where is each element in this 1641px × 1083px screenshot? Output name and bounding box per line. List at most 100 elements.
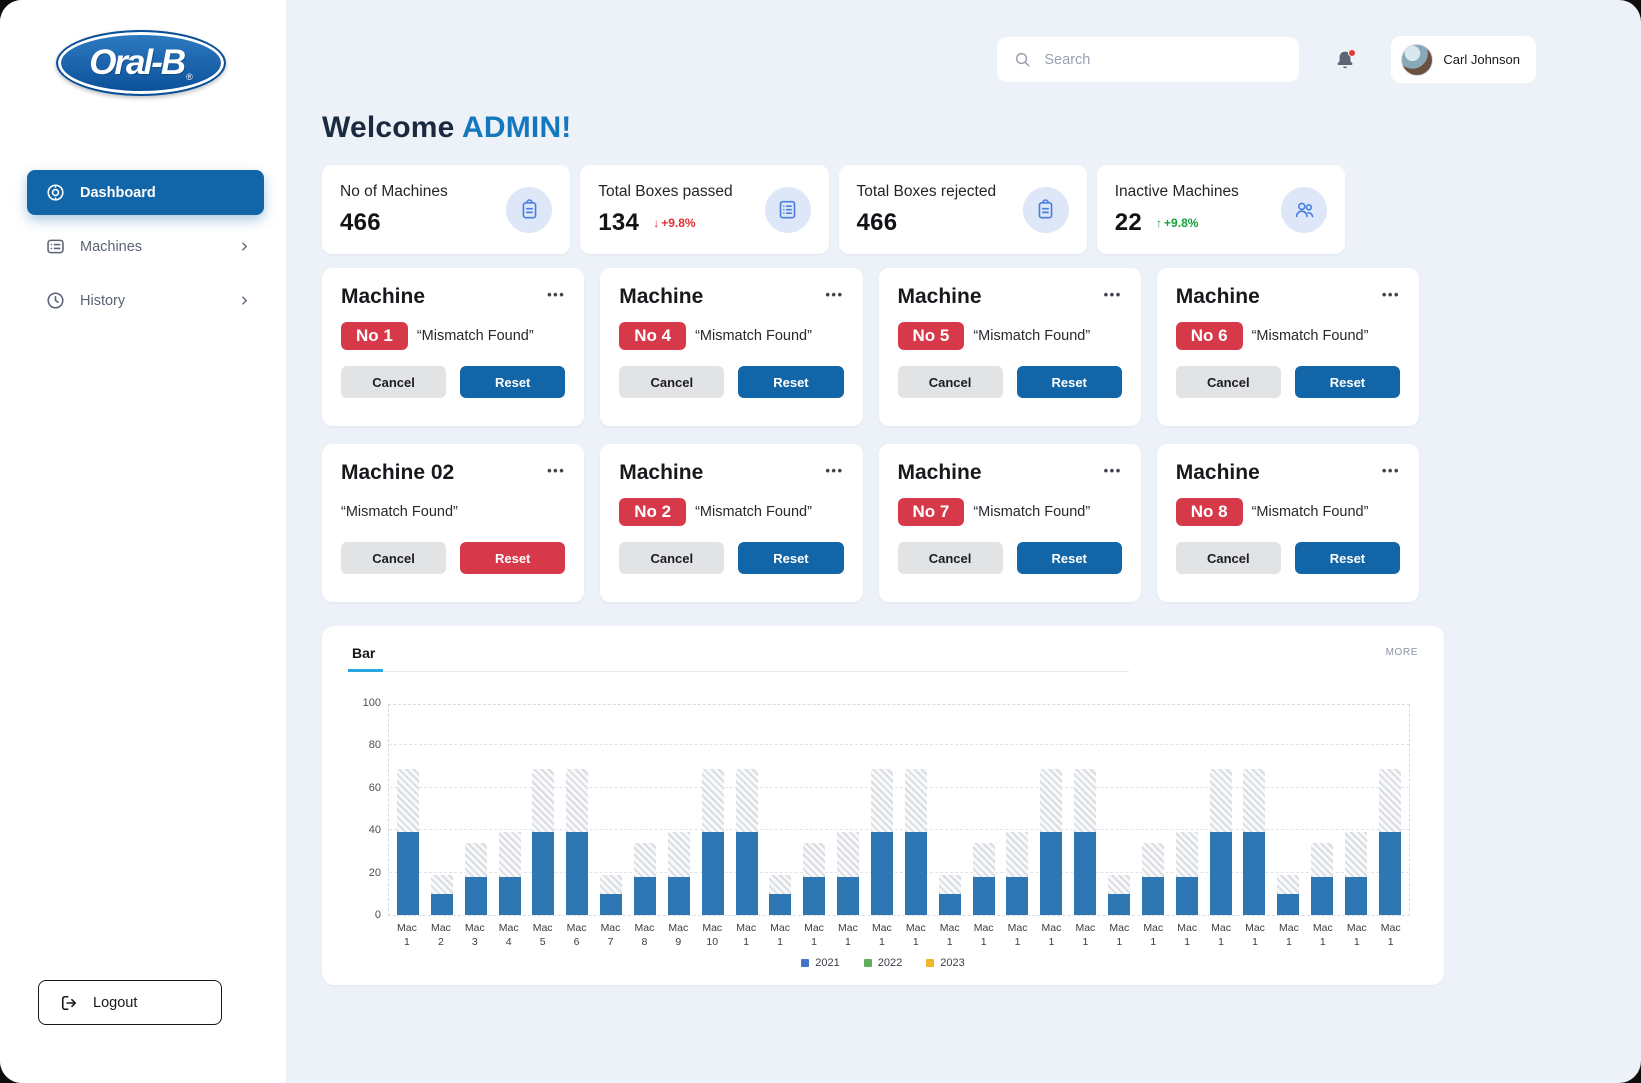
more-options-icon[interactable]: ••• <box>547 287 566 302</box>
legend-label: 2023 <box>940 957 965 970</box>
machine-number-badge: No 2 <box>619 497 687 526</box>
bar-solid-segment <box>667 876 690 915</box>
bar-group <box>870 768 893 915</box>
stat-card: No of Machines 466 <box>322 165 571 254</box>
bar-solid-segment <box>1141 876 1164 915</box>
x-tick-label: Mac 6 <box>566 922 587 948</box>
user-menu[interactable]: Carl Johnson <box>1391 36 1536 83</box>
more-options-icon[interactable]: ••• <box>547 463 566 478</box>
bar-group <box>938 874 961 915</box>
bar-group <box>1175 832 1198 915</box>
y-tick-label: 60 <box>368 781 381 794</box>
logout-button[interactable]: Logout <box>38 980 222 1025</box>
cancel-button[interactable]: Cancel <box>341 366 447 398</box>
cancel-button[interactable]: Cancel <box>1175 542 1281 574</box>
bar-group <box>972 842 995 915</box>
cancel-button[interactable]: Cancel <box>619 366 725 398</box>
reset-button[interactable]: Reset <box>460 542 566 574</box>
more-link[interactable]: MORE <box>1385 647 1418 658</box>
more-options-icon[interactable]: ••• <box>825 463 844 478</box>
cancel-button[interactable]: Cancel <box>897 366 1003 398</box>
history-icon <box>45 290 66 311</box>
stat-card: Inactive Machines 22 ↑ +9.8% <box>1096 165 1345 254</box>
stat-value: 134 <box>598 208 640 236</box>
sidebar-item-machines[interactable]: Machines <box>27 224 264 269</box>
x-tick-label: Mac 1 <box>770 922 791 948</box>
cancel-button[interactable]: Cancel <box>1175 366 1281 398</box>
bar-group <box>633 842 656 915</box>
x-tick-label: Mac 1 <box>1007 922 1028 948</box>
legend-swatch <box>863 959 872 968</box>
reset-button[interactable]: Reset <box>1294 366 1400 398</box>
reset-button[interactable]: Reset <box>460 366 566 398</box>
bar-hatched-segment <box>532 768 555 833</box>
users-icon <box>1281 186 1327 233</box>
x-tick-label: Mac 1 <box>871 922 892 948</box>
bar-solid-segment <box>837 876 860 915</box>
bar-solid-segment <box>498 876 521 915</box>
checklist-icon <box>764 186 811 233</box>
gridline <box>389 744 1409 746</box>
bar-group <box>430 874 453 915</box>
bar-hatched-segment <box>938 874 961 894</box>
sidebar: Oral-B ® Dashboard Machines History Logout <box>0 0 287 1083</box>
bar-solid-segment <box>396 832 419 915</box>
oralb-logo: Oral-B ® <box>56 30 226 96</box>
more-options-icon[interactable]: ••• <box>1381 463 1400 478</box>
search-input[interactable] <box>1044 51 1284 68</box>
stat-card: Total Boxes rejected 466 <box>838 165 1087 254</box>
x-tick-label: Mac 1 <box>1211 922 1231 948</box>
cancel-button[interactable]: Cancel <box>341 542 447 574</box>
bar-solid-segment <box>1175 876 1198 915</box>
sidebar-item-history[interactable]: History <box>27 278 264 323</box>
bar-solid-segment <box>735 832 758 915</box>
stat-delta-value: +9.8% <box>661 215 696 230</box>
notification-bell[interactable] <box>1334 48 1357 72</box>
x-tick-label: Mac 1 <box>1109 922 1130 948</box>
dashboard-icon <box>45 182 66 203</box>
bar-hatched-segment <box>430 874 453 894</box>
bar-group <box>1141 842 1164 915</box>
cancel-button[interactable]: Cancel <box>619 542 725 574</box>
bar-group <box>1209 768 1232 915</box>
more-options-icon[interactable]: ••• <box>1103 463 1122 478</box>
reset-button[interactable]: Reset <box>1294 542 1400 574</box>
bar-hatched-segment <box>904 768 927 833</box>
machine-card: Machine ••• No 1 “Mismatch Found” Cancel Rese… <box>322 268 585 426</box>
bar-solid-segment <box>870 832 893 915</box>
reset-button[interactable]: Reset <box>1016 542 1122 574</box>
machine-card: Machine ••• No 4 “Mismatch Found” Cancel Rese… <box>600 268 863 426</box>
sidebar-item-label: Machines <box>80 238 143 255</box>
bar-hatched-segment <box>837 832 860 877</box>
bar-solid-segment <box>938 893 961 915</box>
x-tick-label: Mac 1 <box>1075 922 1096 948</box>
bar-hatched-segment <box>1344 832 1367 877</box>
search-box[interactable] <box>997 37 1300 82</box>
bar-solid-segment <box>803 876 826 915</box>
cancel-button[interactable]: Cancel <box>897 542 1003 574</box>
x-tick-label: Mac 1 <box>838 922 858 948</box>
more-options-icon[interactable]: ••• <box>825 287 844 302</box>
chevron-right-icon <box>237 239 252 254</box>
tab-bar[interactable]: Bar <box>348 642 384 672</box>
bar-group <box>600 874 623 915</box>
x-tick-label: Mac 1 <box>973 922 994 948</box>
reset-button[interactable]: Reset <box>738 366 844 398</box>
legend-item: 2023 <box>926 957 965 970</box>
reset-button[interactable]: Reset <box>738 542 844 574</box>
bar-hatched-segment <box>1040 768 1063 833</box>
machine-title: Machine <box>341 285 426 308</box>
bar-solid-segment <box>464 876 487 915</box>
sidebar-item-dashboard[interactable]: Dashboard <box>27 170 264 215</box>
reset-button[interactable]: Reset <box>1016 366 1122 398</box>
bar-group <box>837 832 860 915</box>
machine-card: Machine ••• No 6 “Mismatch Found” Cancel Rese… <box>1156 268 1419 426</box>
stat-title: Total Boxes rejected <box>856 182 997 200</box>
registered-mark: ® <box>186 72 193 82</box>
bar-group <box>735 768 758 915</box>
more-options-icon[interactable]: ••• <box>1103 287 1122 302</box>
bar-solid-segment <box>1074 832 1097 915</box>
bar-solid-segment <box>1107 893 1130 915</box>
page-title: Welcome ADMIN! <box>322 111 1641 145</box>
more-options-icon[interactable]: ••• <box>1381 287 1400 302</box>
